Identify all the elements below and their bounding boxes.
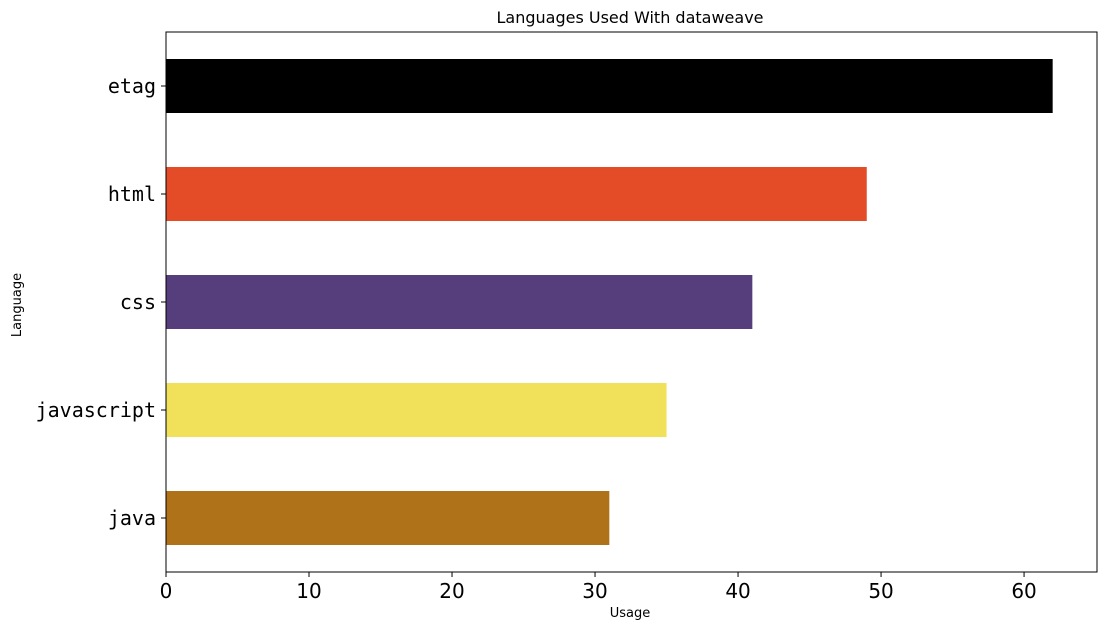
y-axis-ticks: etag html css javascript java xyxy=(36,74,166,530)
x-tick-label: 20 xyxy=(439,579,464,603)
y-tick-label-java: java xyxy=(108,506,156,530)
x-tick-label: 60 xyxy=(1011,579,1036,603)
x-tick-label: 50 xyxy=(868,579,893,603)
y-axis-label: Language xyxy=(10,273,25,337)
chart-title: Languages Used With dataweave xyxy=(496,8,763,27)
bar-html xyxy=(166,167,867,221)
bar-etag xyxy=(166,59,1053,113)
bar-javascript xyxy=(166,383,667,437)
x-tick-label: 40 xyxy=(725,579,750,603)
y-tick-label-javascript: javascript xyxy=(36,398,156,422)
y-tick-label-html: html xyxy=(108,182,156,206)
bar-css xyxy=(166,275,753,329)
bars-layer xyxy=(166,59,1053,545)
x-tick-label: 0 xyxy=(160,579,173,603)
x-axis-label: Usage xyxy=(610,606,651,621)
x-tick-label: 30 xyxy=(582,579,607,603)
y-tick-label-css: css xyxy=(120,290,156,314)
bar-java xyxy=(166,491,610,545)
x-axis-ticks: 0 10 20 30 40 50 60 xyxy=(160,572,1037,603)
plot-frame xyxy=(165,31,1098,573)
y-tick-label-etag: etag xyxy=(108,74,156,98)
x-tick-label: 10 xyxy=(296,579,321,603)
